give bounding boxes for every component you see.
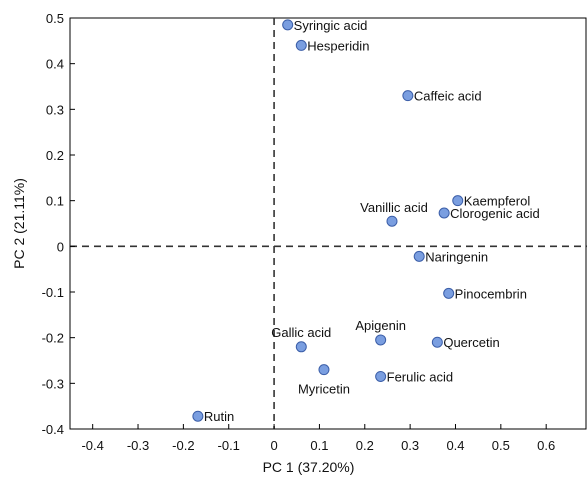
data-point [431, 336, 443, 348]
y-tick-label: -0.2 [42, 331, 64, 346]
data-point [402, 90, 414, 102]
y-tick-label: -0.4 [42, 422, 64, 437]
point-label: Pinocembrin [455, 286, 527, 301]
plot-frame [69, 17, 587, 430]
y-tick-label: 0.1 [46, 194, 64, 209]
x-tick-label: -0.4 [81, 438, 103, 453]
x-tick-label: 0.1 [310, 438, 328, 453]
data-point [318, 364, 330, 376]
point-label: Vanillic acid [360, 200, 428, 215]
data-point [438, 207, 450, 219]
x-tick-label: -0.1 [218, 438, 240, 453]
point-label: Caffeic acid [414, 89, 482, 104]
data-point [452, 195, 464, 207]
point-label: Syringic acid [294, 18, 368, 33]
y-tick-label: 0.3 [46, 102, 64, 117]
point-label: Kaempferol [464, 194, 531, 209]
x-tick-label: 0.2 [356, 438, 374, 453]
point-label: Hesperidin [307, 38, 369, 53]
data-point [282, 19, 294, 31]
point-label: Clorogenic acid [450, 206, 540, 221]
x-tick-label: 0 [270, 438, 277, 453]
point-label: Ferulic acid [387, 369, 453, 384]
point-label: Apigenin [355, 318, 406, 333]
data-point [295, 39, 307, 51]
point-label: Rutin [204, 409, 234, 424]
data-point [443, 287, 455, 299]
data-point [295, 341, 307, 353]
y-tick-label: 0 [57, 239, 64, 254]
x-tick-label: 0.4 [446, 438, 464, 453]
y-tick-label: 0.5 [46, 11, 64, 26]
y-axis-title: PC 2 (21.11%) [11, 178, 27, 269]
y-tick-label: -0.3 [42, 376, 64, 391]
data-point [386, 215, 398, 227]
y-tick-label: 0.4 [46, 57, 64, 72]
y-tick-label: 0.2 [46, 148, 64, 163]
data-point [375, 334, 387, 346]
point-label: Naringenin [425, 249, 488, 264]
x-tick-label: -0.3 [127, 438, 149, 453]
y-tick-label: -0.1 [42, 285, 64, 300]
x-tick-label: 0.3 [401, 438, 419, 453]
point-label: Quercetin [443, 335, 499, 350]
point-label: Myricetin [298, 382, 350, 397]
data-point [413, 250, 425, 262]
x-axis-title: PC 1 (37.20%) [263, 459, 355, 475]
x-tick-label: 0.6 [537, 438, 555, 453]
x-tick-label: 0.5 [492, 438, 510, 453]
data-point [375, 370, 387, 382]
data-point [192, 410, 204, 422]
x-tick-label: -0.2 [172, 438, 194, 453]
point-label: Gallic acid [271, 325, 331, 340]
